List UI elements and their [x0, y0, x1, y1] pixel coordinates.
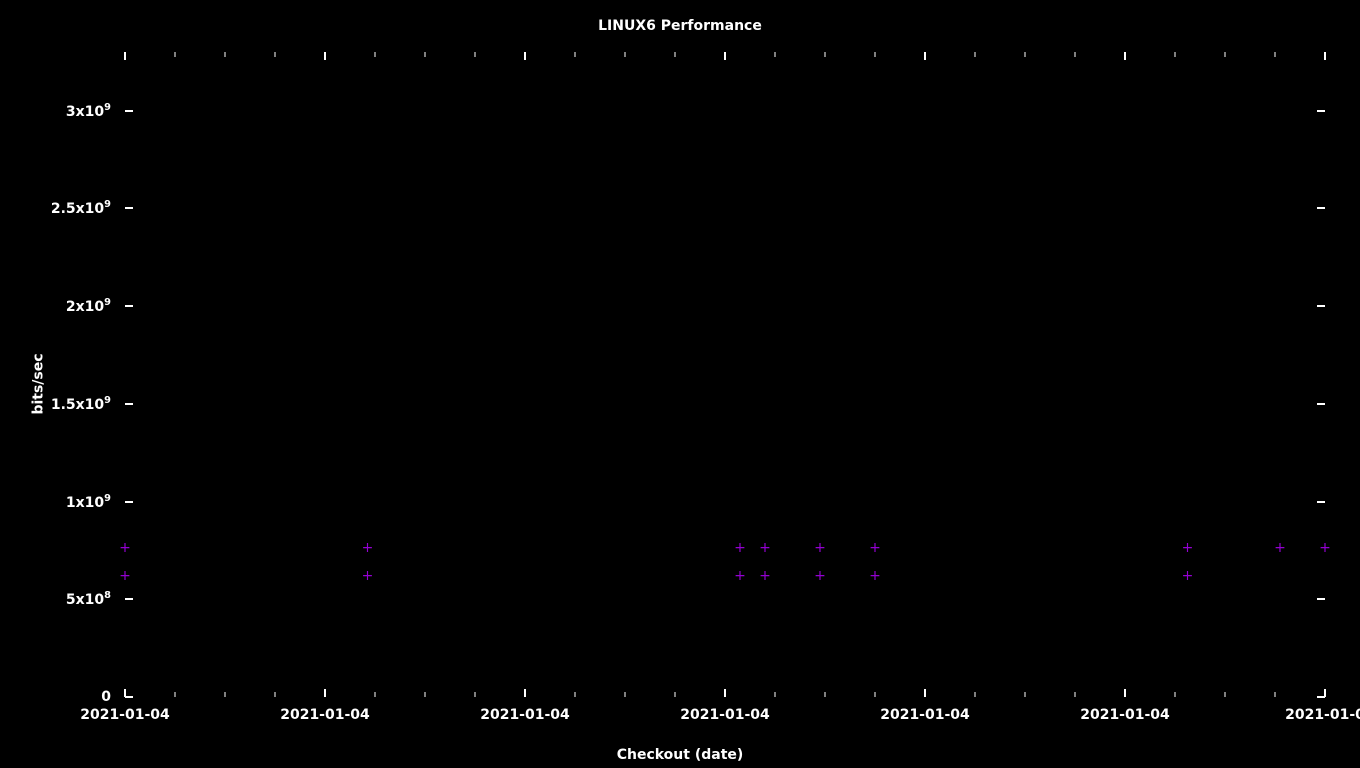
data-point: +: [1182, 541, 1194, 555]
data-point: +: [759, 541, 771, 555]
x-minor-tick: [1075, 692, 1076, 697]
data-point: +: [759, 569, 771, 583]
data-point: +: [814, 569, 826, 583]
x-minor-tick: [175, 692, 176, 697]
x-major-tick: [124, 689, 126, 697]
y-tick-label: 1x109: [66, 493, 111, 511]
y-tick-mark: [1317, 403, 1325, 405]
x-minor-tick: [1225, 52, 1226, 57]
x-minor-tick: [875, 52, 876, 57]
y-tick-label: 5x108: [66, 590, 111, 608]
y-tick-label: 2x109: [66, 297, 111, 315]
x-minor-tick: [1075, 52, 1076, 57]
x-major-tick: [324, 689, 326, 697]
x-major-tick: [1324, 689, 1326, 697]
x-minor-tick: [675, 692, 676, 697]
x-minor-tick: [825, 52, 826, 57]
x-minor-tick: [775, 692, 776, 697]
x-minor-tick: [975, 52, 976, 57]
data-point: +: [1274, 541, 1286, 555]
x-minor-tick: [1225, 692, 1226, 697]
x-minor-tick: [225, 692, 226, 697]
x-major-tick: [524, 689, 526, 697]
x-minor-tick: [375, 52, 376, 57]
x-axis-label: Checkout (date): [0, 747, 1360, 763]
x-minor-tick: [475, 52, 476, 57]
x-minor-tick: [825, 692, 826, 697]
x-minor-tick: [1025, 52, 1026, 57]
x-minor-tick: [625, 52, 626, 57]
x-tick-label: 2021-01-04: [1080, 707, 1170, 723]
x-minor-tick: [1175, 692, 1176, 697]
y-tick-label: 2.5x109: [51, 200, 111, 218]
y-tick-mark: [125, 305, 133, 307]
x-tick-label: 2021-01-04: [80, 707, 170, 723]
data-point: +: [362, 541, 374, 555]
performance-chart: LINUX6 Performance bits/sec Checkout (da…: [0, 0, 1360, 768]
x-major-tick: [724, 689, 726, 697]
y-axis-label: bits/sec: [31, 353, 47, 414]
y-tick-mark: [1317, 207, 1325, 209]
x-minor-tick: [175, 52, 176, 57]
y-tick-mark: [125, 598, 133, 600]
x-minor-tick: [1275, 692, 1276, 697]
x-minor-tick: [625, 692, 626, 697]
x-major-tick: [1324, 52, 1326, 60]
x-tick-label: 2021-01-0: [1285, 707, 1360, 723]
x-minor-tick: [225, 52, 226, 57]
x-major-tick: [524, 52, 526, 60]
x-minor-tick: [275, 692, 276, 697]
x-minor-tick: [1275, 52, 1276, 57]
data-point: +: [869, 541, 881, 555]
data-point: +: [1319, 541, 1331, 555]
x-tick-label: 2021-01-04: [280, 707, 370, 723]
x-major-tick: [324, 52, 326, 60]
y-tick-mark: [1317, 598, 1325, 600]
y-tick-mark: [125, 207, 133, 209]
chart-title: LINUX6 Performance: [0, 18, 1360, 34]
x-minor-tick: [425, 692, 426, 697]
x-minor-tick: [575, 692, 576, 697]
x-tick-label: 2021-01-04: [680, 707, 770, 723]
x-tick-label: 2021-01-04: [880, 707, 970, 723]
data-point: +: [1182, 569, 1194, 583]
x-minor-tick: [675, 52, 676, 57]
data-point: +: [814, 541, 826, 555]
x-minor-tick: [1025, 692, 1026, 697]
plot-area: 05x1081x1091.5x1092x1092.5x1093x1092021-…: [125, 52, 1325, 697]
x-major-tick: [924, 689, 926, 697]
x-minor-tick: [1175, 52, 1176, 57]
x-minor-tick: [275, 52, 276, 57]
y-tick-label: 3x109: [66, 102, 111, 120]
y-tick-mark: [1317, 305, 1325, 307]
y-tick-mark: [1317, 501, 1325, 503]
data-point: +: [734, 569, 746, 583]
x-minor-tick: [775, 52, 776, 57]
x-minor-tick: [425, 52, 426, 57]
y-tick-mark: [1317, 110, 1325, 112]
data-point: +: [119, 569, 131, 583]
data-point: +: [362, 569, 374, 583]
y-tick-mark: [125, 696, 133, 698]
x-minor-tick: [375, 692, 376, 697]
x-major-tick: [1124, 689, 1126, 697]
x-major-tick: [924, 52, 926, 60]
y-tick-mark: [125, 110, 133, 112]
data-point: +: [119, 541, 131, 555]
y-tick-label: 1.5x109: [51, 395, 111, 413]
data-point: +: [869, 569, 881, 583]
x-minor-tick: [575, 52, 576, 57]
x-major-tick: [1124, 52, 1126, 60]
x-major-tick: [124, 52, 126, 60]
x-minor-tick: [475, 692, 476, 697]
data-point: +: [734, 541, 746, 555]
y-tick-label: 0: [101, 689, 111, 705]
x-major-tick: [724, 52, 726, 60]
x-tick-label: 2021-01-04: [480, 707, 570, 723]
x-minor-tick: [975, 692, 976, 697]
y-tick-mark: [125, 403, 133, 405]
y-tick-mark: [125, 501, 133, 503]
x-minor-tick: [875, 692, 876, 697]
